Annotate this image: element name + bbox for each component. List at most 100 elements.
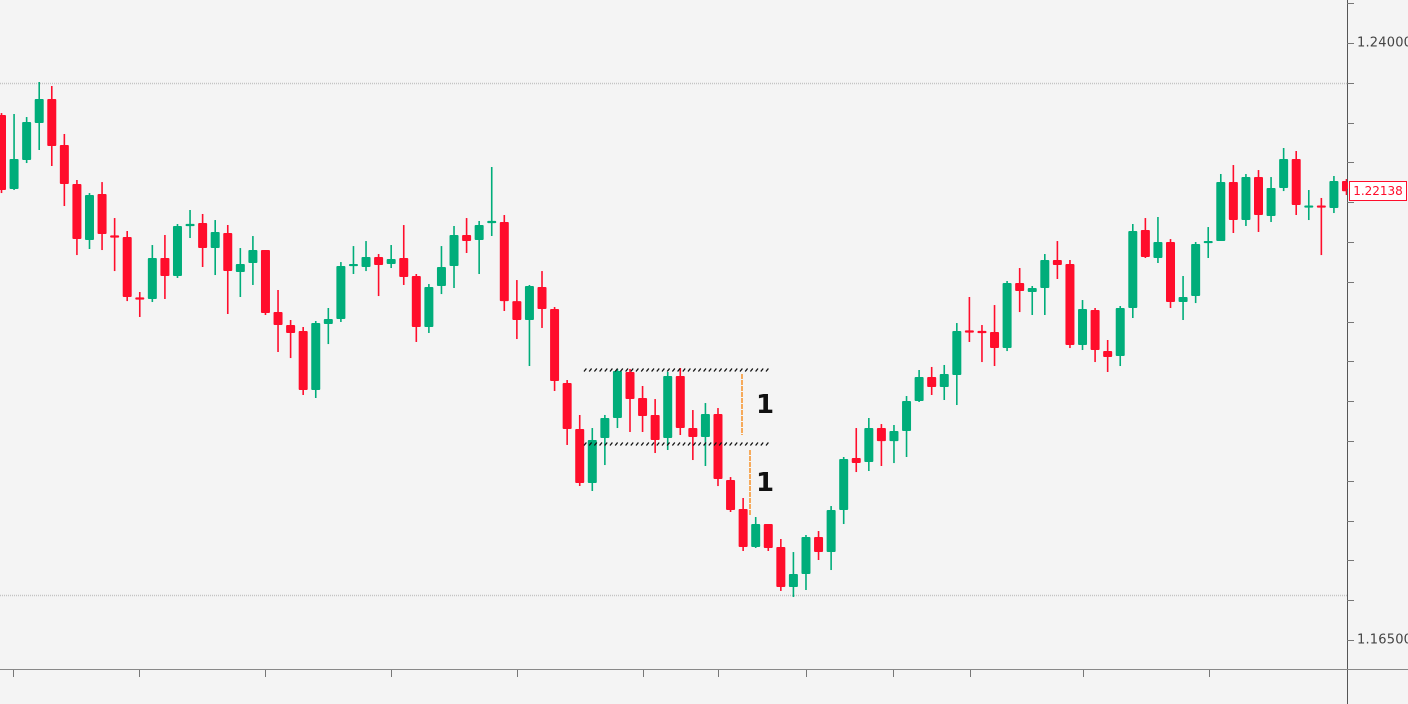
bearish-candle [1065,259,1075,349]
bullish-candle [612,368,622,429]
bullish-candle [751,517,761,548]
bearish-candle [135,291,145,317]
bullish-candle [9,114,19,191]
bullish-candle [524,284,534,367]
bearish-candle [1015,268,1025,313]
bullish-candle [361,241,371,272]
bearish-candle [977,325,987,363]
bullish-candle [1216,174,1226,242]
bearish-candle [675,368,685,436]
bearish-candle [1103,339,1113,372]
bullish-candle [889,425,899,464]
bearish-candle [1140,218,1150,258]
bullish-candle [336,262,346,322]
bullish-candle [311,321,321,399]
bullish-candle [487,167,497,237]
bearish-candle [990,305,1000,367]
bearish-candle [286,320,296,359]
bullish-candle [600,414,610,466]
bullish-candle [801,535,811,591]
bearish-candle [650,399,660,454]
bullish-candle [864,417,874,472]
bearish-candle [122,231,132,302]
bullish-candle [1128,224,1138,319]
bullish-candle [826,506,836,571]
bullish-candle [1178,275,1188,321]
bearish-candle [876,424,886,466]
bullish-candle [1241,174,1251,227]
bullish-candle [348,246,358,274]
bearish-candle [625,368,635,433]
bearish-candle [198,213,208,267]
bullish-candle [952,323,962,406]
bullish-candle [436,246,446,295]
bullish-candle [1040,254,1050,315]
bullish-candle [700,403,710,466]
range-bottom-hatched-line[interactable] [583,442,769,446]
bullish-candle [474,220,484,274]
bullish-candle [172,224,182,278]
bullish-candle [424,284,434,333]
bearish-candle [0,113,6,194]
bullish-candle [587,428,597,491]
bearish-candle [223,225,233,315]
bearish-candle [1291,151,1301,216]
bullish-candle [1027,286,1037,315]
bearish-candle [1228,165,1238,234]
bullish-candle [386,245,396,269]
bullish-candle [323,307,333,345]
bullish-candle [902,396,912,457]
bearish-candle [562,380,572,445]
bullish-candle [1203,227,1213,258]
bearish-candle [688,410,698,461]
bearish-candle [1166,239,1176,308]
bullish-candle [248,236,258,285]
price-label-bottom: 1.16500 [1357,632,1408,648]
bearish-candle [160,234,170,299]
bearish-candle [776,538,786,591]
current-price-tag: 1.22138 [1349,181,1407,201]
bearish-candle [374,254,384,297]
bearish-candle [97,182,107,251]
bullish-candle [1078,300,1088,351]
bearish-candle [512,280,522,340]
price-axis-line [1347,0,1348,704]
bullish-candle [788,552,798,598]
bullish-candle [1266,177,1276,223]
bearish-candle [72,179,82,256]
bullish-candle [1002,281,1012,352]
bullish-candle [147,245,157,303]
bearish-candle [964,297,974,342]
bullish-candle [210,220,220,276]
bearish-candle [59,133,69,207]
bearish-candle [1052,241,1062,280]
bullish-candle [914,369,924,402]
bearish-candle [110,218,120,272]
bearish-candle [462,218,472,253]
bearish-candle [851,428,861,473]
time-axis-line [0,669,1408,670]
bearish-candle [726,477,736,513]
range-top-hatched-line[interactable] [583,368,769,372]
bearish-candle [499,215,509,312]
bearish-candle [738,497,748,552]
bullish-candle [1304,190,1314,221]
bearish-candle [260,250,270,315]
bearish-candle [537,271,547,328]
bullish-candle [839,456,849,525]
current-price-marker [1344,182,1348,189]
bearish-candle [399,225,409,285]
bearish-candle [927,366,937,395]
bearish-candle [47,85,57,166]
candlestick-chart[interactable] [0,0,1347,670]
bullish-candle [1115,305,1125,367]
bearish-candle [763,524,773,552]
bullish-candle [235,248,245,298]
bearish-candle [298,327,308,395]
bearish-candle [550,307,560,392]
bearish-candle [713,408,723,487]
bearish-candle [411,273,421,342]
bearish-candle [575,414,585,487]
chart-plot[interactable] [0,0,1347,670]
bearish-candle [1254,170,1263,232]
